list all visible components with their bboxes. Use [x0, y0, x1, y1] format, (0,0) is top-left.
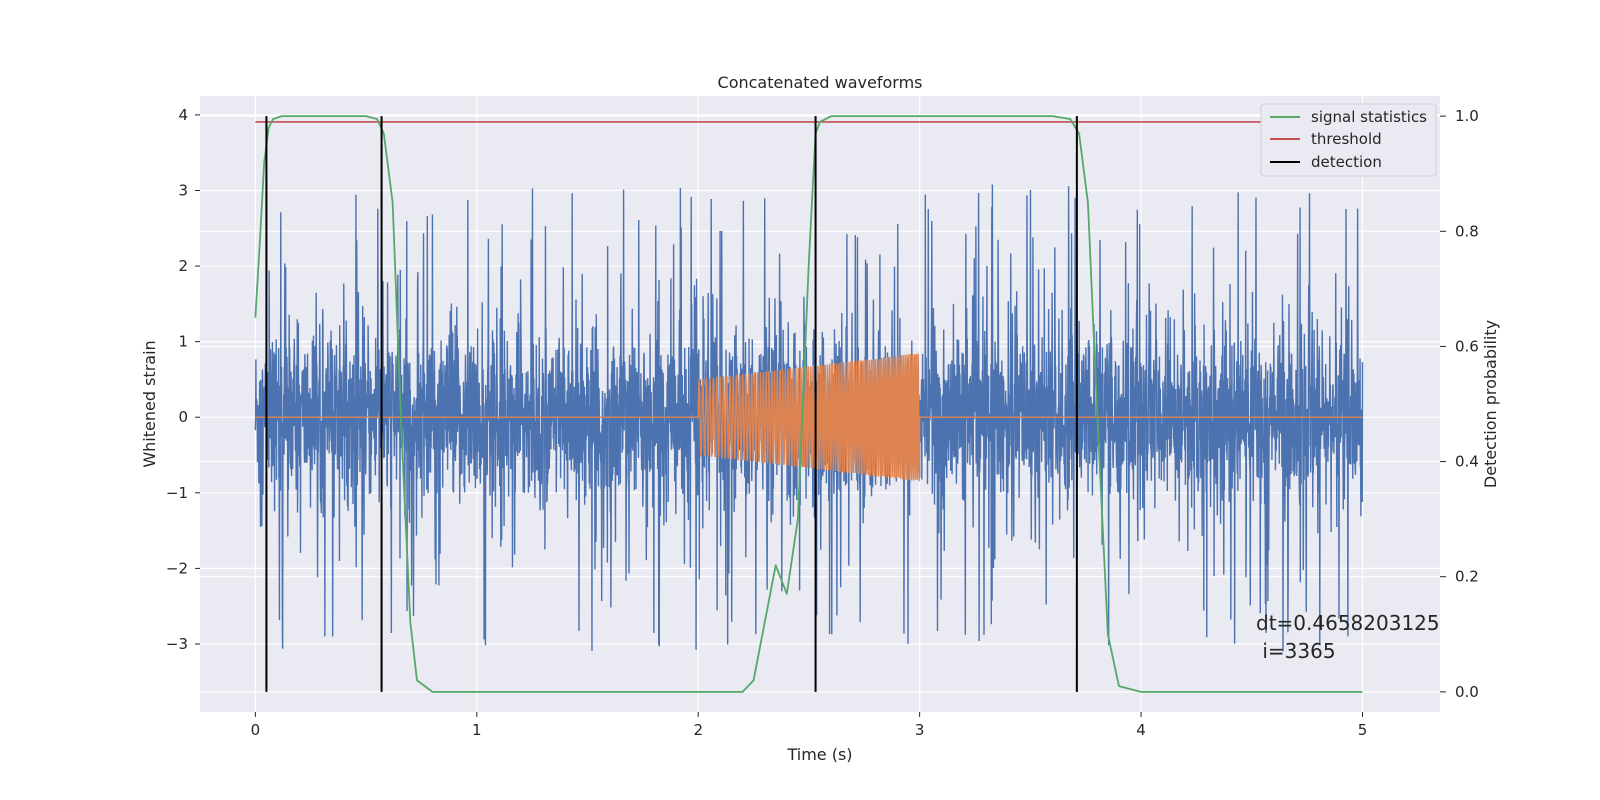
legend-box [1260, 103, 1437, 177]
x-tick-label: 3 [915, 721, 925, 739]
y-tick-label-right: 0.8 [1455, 222, 1479, 240]
y-tick-label-right: 1.0 [1455, 107, 1479, 125]
y-axis-label-left-text: Whitened strain [140, 340, 159, 467]
y-tick-label-left: 2 [178, 257, 188, 275]
axis-layer: 0 1 2 3 4 5 4 3 2 1 0 −1 −2 −3 1.0 0.8 0.6 0.4 0.2 0.0 [166, 106, 1479, 739]
x-tick-label: 4 [1136, 721, 1146, 739]
x-tick-label: 0 [251, 721, 261, 739]
series-signal-statistics-line [254, 115, 1363, 693]
y-tick-label-right: 0.2 [1455, 568, 1479, 586]
y-axis-label-right: Detection probability [1481, 320, 1500, 488]
y-tick-label-left: −3 [166, 635, 188, 653]
legend-label-detection: detection [1311, 153, 1382, 171]
y-tick-label-right: 0.0 [1455, 683, 1479, 701]
y-tick-label-left: 0 [178, 408, 188, 426]
x-axis-label: Time (s) [786, 745, 852, 764]
x-tick-label: 5 [1358, 721, 1368, 739]
chart-title: Concatenated waveforms [718, 73, 923, 92]
y-tick-label-right: 0.4 [1455, 453, 1479, 471]
x-tick-label: 1 [472, 721, 482, 739]
data-layer [254, 115, 1364, 693]
series-template-line [255, 353, 1363, 482]
annotation-dt: dt=0.4658203125 [1256, 611, 1440, 635]
y-tick-label-left: 4 [178, 106, 188, 124]
x-tick-label: 2 [693, 721, 703, 739]
y-tick-label-left: −2 [166, 559, 188, 577]
legend: signal statistics threshold detection [1260, 103, 1437, 177]
y-tick-label-left: −1 [166, 484, 188, 502]
y-tick-label-left: 3 [178, 181, 188, 199]
legend-label-threshold: threshold [1311, 130, 1382, 148]
legend-label-signal-statistics: signal statistics [1311, 108, 1427, 126]
annotation-i: i=3365 [1256, 639, 1336, 663]
y-tick-label-left: 1 [178, 333, 188, 351]
y-tick-label-right: 0.6 [1455, 337, 1479, 355]
